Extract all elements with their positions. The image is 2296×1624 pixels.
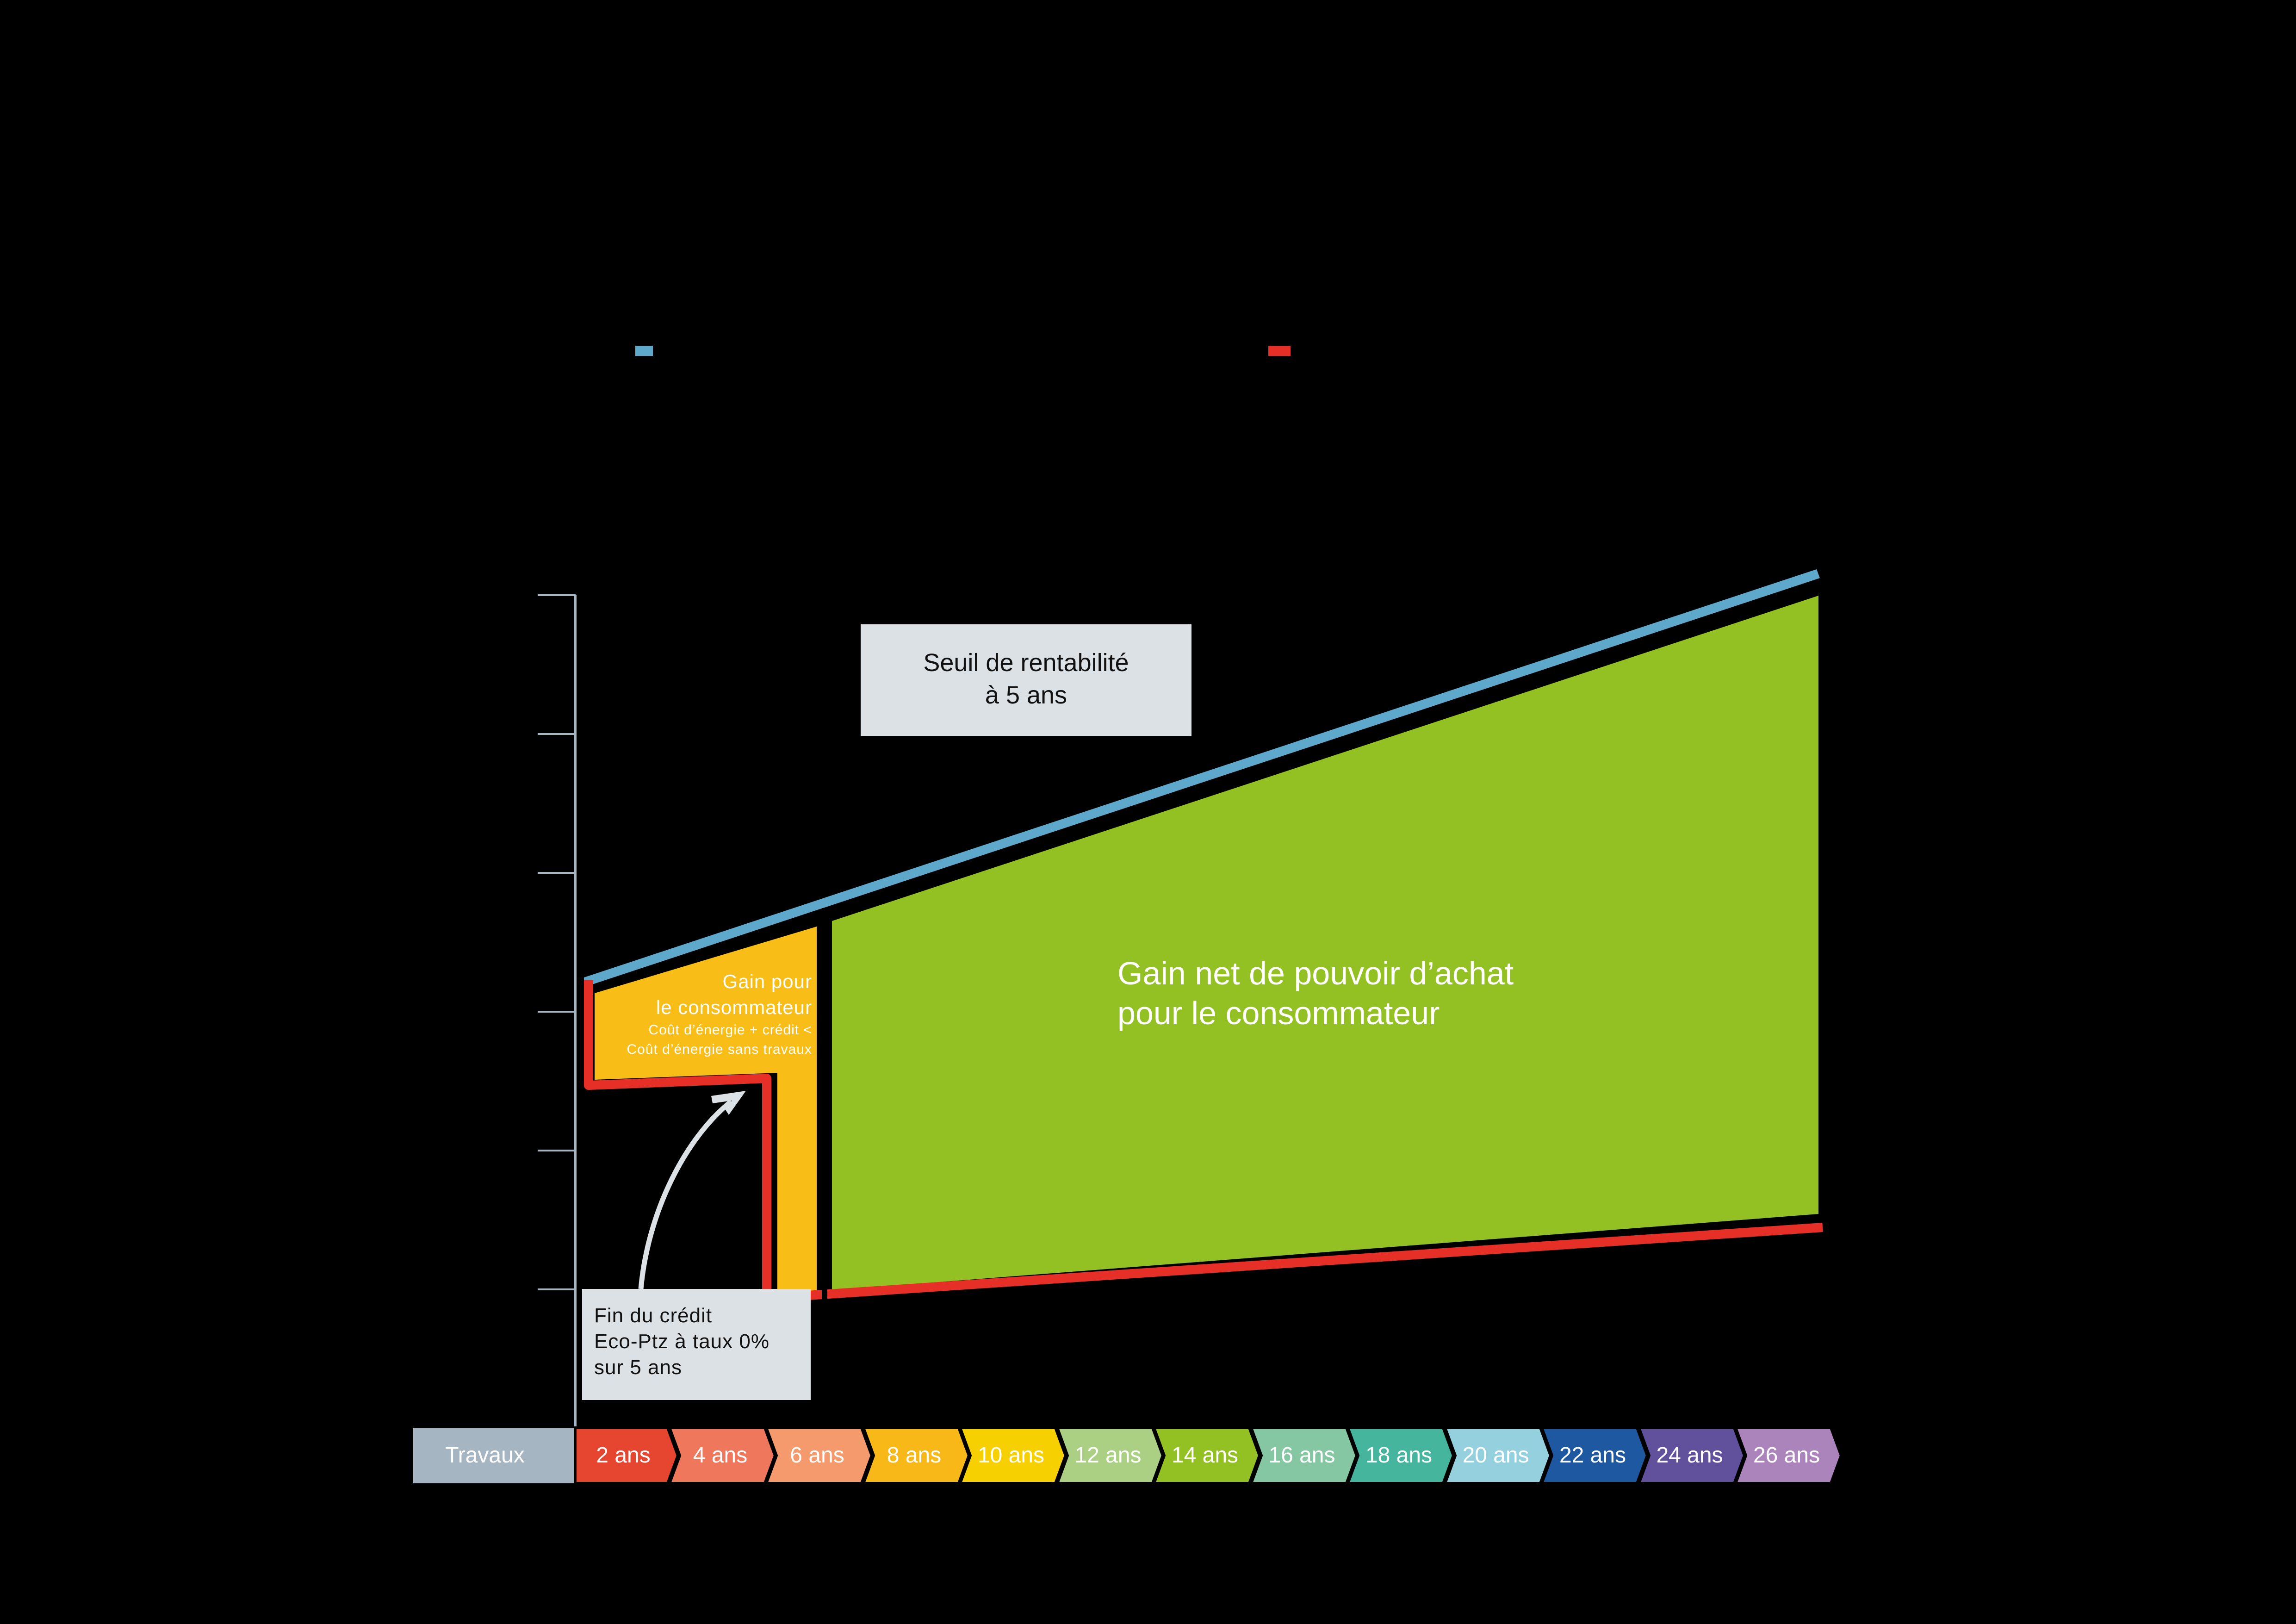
timeline-step-label: 4 ans bbox=[693, 1443, 748, 1468]
fin-line3: sur 5 ans bbox=[594, 1356, 682, 1379]
chevron-shape bbox=[764, 1426, 874, 1485]
chevron-shape bbox=[1346, 1426, 1455, 1485]
timeline-step-label: 20 ans bbox=[1462, 1443, 1529, 1468]
red-line bbox=[584, 980, 1823, 1303]
fin-line2: Eco-Ptz à taux 0% bbox=[594, 1330, 769, 1353]
timeline-step-label: 10 ans bbox=[977, 1443, 1045, 1468]
timeline-step: 6 ans bbox=[764, 1426, 875, 1485]
chevron-shape bbox=[1055, 1426, 1164, 1485]
timeline-step-label: 16 ans bbox=[1268, 1443, 1335, 1468]
timeline-step: 10 ans bbox=[958, 1426, 1069, 1485]
chevron-shape bbox=[1249, 1426, 1358, 1485]
timeline-step: 24 ans bbox=[1637, 1426, 1748, 1485]
chevron-shape bbox=[667, 1426, 776, 1485]
green-net-gain-label: Gain net de pouvoir d’achat pour le cons… bbox=[1117, 953, 1514, 1033]
timeline-step: 12 ans bbox=[1055, 1426, 1167, 1485]
chevron-shape bbox=[1443, 1426, 1552, 1485]
timeline-step: 2 ans bbox=[574, 1426, 682, 1485]
breakeven-line2: à 5 ans bbox=[985, 681, 1067, 709]
gain-line3: Coût d’énergie + crédit < bbox=[648, 1022, 812, 1038]
timeline-step: 4 ans bbox=[667, 1426, 779, 1485]
timeline-step-label: 8 ans bbox=[887, 1443, 942, 1468]
timeline-step-label: 2 ans bbox=[596, 1443, 651, 1468]
chevron-shape bbox=[1539, 1426, 1649, 1485]
timeline-step-label: 24 ans bbox=[1656, 1443, 1723, 1468]
timeline-step: 8 ans bbox=[861, 1426, 973, 1485]
timeline-step: 16 ans bbox=[1249, 1426, 1360, 1485]
timeline-start-travaux: Travaux bbox=[413, 1428, 575, 1483]
y-axis bbox=[538, 594, 577, 1428]
gain-line1: Gain pour bbox=[722, 971, 812, 992]
chevron-shape bbox=[861, 1426, 970, 1485]
chevron-shape bbox=[1637, 1426, 1746, 1485]
breakeven-annotation: Seuil de rentabilité à 5 ans bbox=[861, 624, 1191, 736]
timeline-step: 14 ans bbox=[1152, 1426, 1263, 1485]
arrow-icon bbox=[638, 1091, 746, 1289]
timeline-step-label: 26 ans bbox=[1753, 1443, 1820, 1468]
timeline-axis: Travaux 2 ans 4 ans 6 ans 8 ans 10 ans 12 ans… bbox=[413, 1426, 1848, 1485]
breakeven-line1: Seuil de rentabilité bbox=[923, 649, 1129, 677]
yellow-gain-label: Gain pour le consommateur Coût d’énergie… bbox=[576, 969, 812, 1059]
legend-swatch-red bbox=[1268, 346, 1291, 356]
timeline-step-label: 18 ans bbox=[1365, 1443, 1433, 1468]
green-net-gain-area bbox=[832, 596, 1818, 1290]
credit-end-annotation: Fin du crédit Eco-Ptz à taux 0% sur 5 an… bbox=[582, 1289, 811, 1400]
blue-line bbox=[584, 569, 1820, 987]
net-line2: pour le consommateur bbox=[1117, 995, 1440, 1031]
timeline-step: 18 ans bbox=[1346, 1426, 1457, 1485]
chevron-shape bbox=[958, 1426, 1067, 1485]
legend-swatch-blue bbox=[635, 346, 653, 356]
gain-line2: le consommateur bbox=[656, 996, 812, 1018]
timeline-step: 20 ans bbox=[1443, 1426, 1554, 1485]
chevron-shape bbox=[1733, 1426, 1843, 1485]
timeline-step-label: 22 ans bbox=[1559, 1443, 1626, 1468]
net-line1: Gain net de pouvoir d’achat bbox=[1117, 955, 1514, 991]
timeline-step: 26 ans bbox=[1733, 1426, 1845, 1485]
timeline-step-label: 12 ans bbox=[1074, 1443, 1142, 1468]
timeline-step-label: 14 ans bbox=[1171, 1443, 1239, 1468]
fin-line1: Fin du crédit bbox=[594, 1304, 713, 1327]
yellow-gain-area bbox=[595, 927, 817, 1296]
timeline-step: 22 ans bbox=[1539, 1426, 1651, 1485]
gain-line4: Coût d’énergie sans travaux bbox=[627, 1042, 812, 1057]
chevron-shape bbox=[574, 1426, 680, 1485]
timeline-step-label: 6 ans bbox=[790, 1443, 844, 1468]
chevron-shape bbox=[1152, 1426, 1261, 1485]
breakeven-divider bbox=[822, 908, 827, 1301]
